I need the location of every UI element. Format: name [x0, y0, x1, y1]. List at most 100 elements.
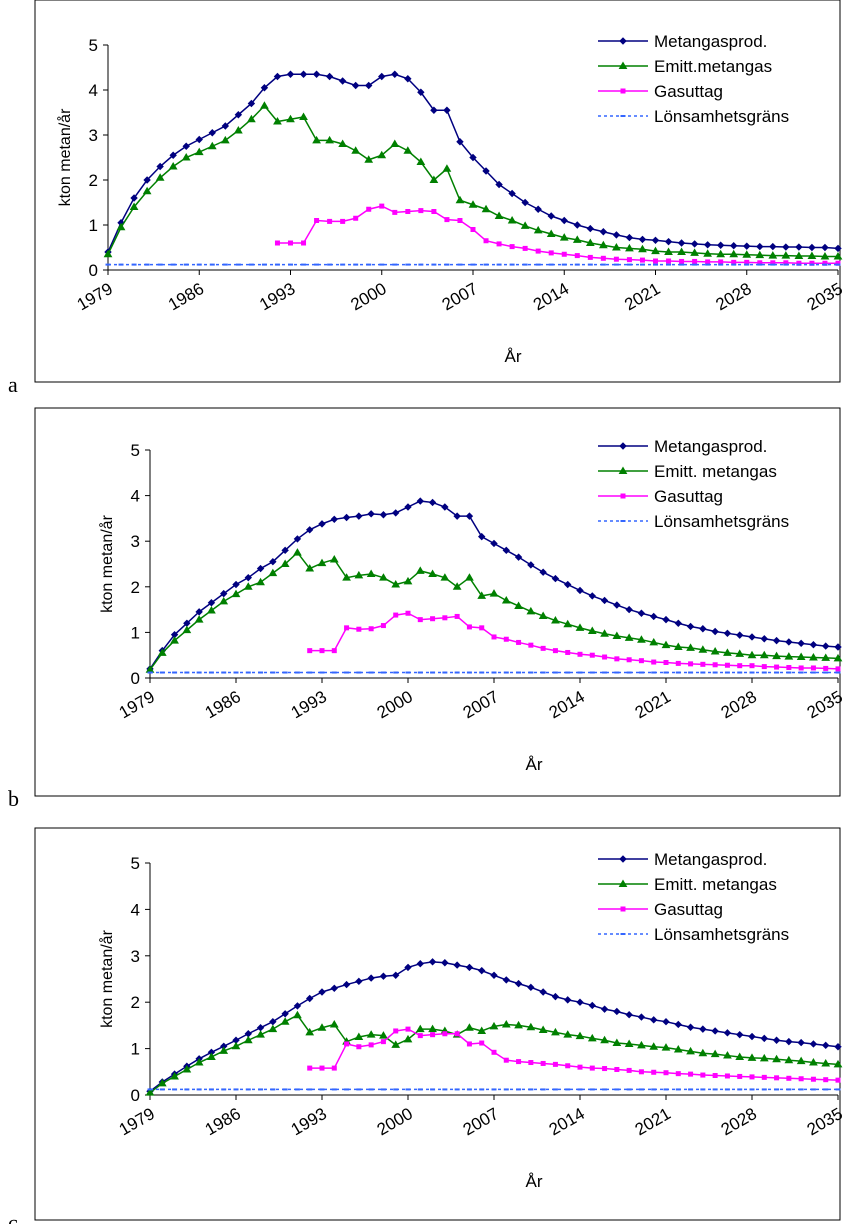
marker [319, 671, 325, 674]
x-tick-label: 1986 [202, 1104, 244, 1139]
marker [548, 263, 554, 266]
marker [712, 1073, 718, 1079]
marker [540, 671, 546, 674]
marker [282, 671, 288, 674]
marker [619, 37, 627, 45]
marker [479, 625, 485, 631]
marker [698, 645, 708, 653]
marker [355, 512, 363, 520]
legend-label: Emitt. metangas [654, 875, 777, 894]
marker [118, 263, 124, 266]
marker [514, 1020, 523, 1029]
x-tick-label: 1979 [74, 279, 116, 314]
marker [305, 564, 315, 572]
marker [796, 263, 802, 266]
marker [390, 139, 400, 147]
marker [342, 573, 351, 581]
marker [379, 573, 388, 581]
marker [675, 660, 681, 666]
marker [442, 1031, 448, 1037]
marker [235, 263, 241, 266]
marker [155, 173, 165, 181]
marker [565, 671, 571, 674]
marker [417, 1033, 423, 1039]
marker [574, 253, 580, 259]
legend-marker [620, 493, 626, 499]
x-tick-label: 2021 [621, 279, 663, 314]
marker [495, 180, 503, 189]
marker [457, 218, 463, 223]
marker [131, 263, 137, 266]
marker [526, 1022, 536, 1031]
series [147, 671, 841, 674]
y-tick-label: 5 [131, 441, 140, 460]
marker [625, 233, 634, 242]
marker [710, 1049, 720, 1058]
marker [602, 654, 608, 660]
marker [368, 1042, 374, 1048]
marker [731, 263, 737, 266]
marker [744, 263, 750, 266]
marker [626, 657, 632, 663]
marker [256, 1024, 265, 1032]
marker [294, 671, 300, 674]
marker [306, 526, 314, 534]
marker [196, 671, 202, 674]
marker [612, 243, 621, 251]
marker [565, 1088, 571, 1091]
marker [391, 580, 401, 588]
legend-label: Emitt.metangas [654, 57, 772, 76]
marker [551, 616, 560, 624]
marker [786, 665, 792, 671]
marker [716, 241, 725, 249]
marker [270, 671, 276, 674]
marker [653, 258, 658, 264]
marker [142, 186, 152, 195]
marker [614, 671, 620, 674]
series [146, 497, 842, 673]
marker [293, 548, 302, 556]
marker [650, 1016, 658, 1024]
series-line [309, 612, 839, 670]
marker [380, 671, 386, 674]
series [147, 1088, 841, 1091]
marker [586, 224, 595, 233]
marker [735, 649, 745, 657]
marker [428, 569, 437, 578]
marker [809, 641, 818, 649]
marker [638, 1088, 644, 1091]
marker [522, 245, 528, 251]
marker [181, 153, 191, 161]
marker [651, 1088, 657, 1091]
marker [391, 1040, 401, 1048]
marker [747, 650, 757, 659]
marker [565, 649, 571, 655]
marker [379, 203, 385, 209]
marker [393, 671, 399, 674]
x-tick-label: 1986 [202, 687, 244, 722]
marker [692, 263, 698, 266]
marker [703, 249, 713, 257]
marker [661, 1043, 671, 1051]
marker [520, 221, 530, 229]
legend-marker [619, 37, 627, 45]
marker [442, 1088, 448, 1091]
marker [718, 259, 724, 265]
marker [145, 1088, 155, 1096]
marker [600, 255, 606, 261]
marker [577, 1088, 583, 1091]
marker [638, 244, 647, 253]
marker [540, 1060, 546, 1066]
marker [182, 142, 190, 150]
marker [428, 958, 437, 966]
series [146, 958, 842, 1095]
x-tick-label: 2035 [804, 687, 843, 722]
legend-marker [620, 115, 626, 117]
marker [760, 635, 768, 643]
marker [356, 1088, 362, 1091]
marker [797, 1038, 805, 1047]
marker [194, 615, 204, 623]
marker [404, 503, 412, 511]
marker [540, 645, 546, 651]
marker [307, 1065, 313, 1071]
